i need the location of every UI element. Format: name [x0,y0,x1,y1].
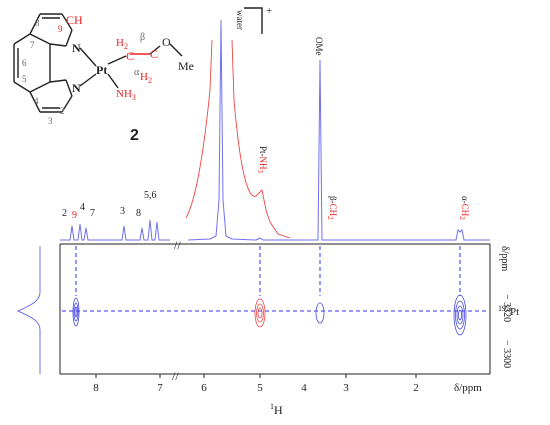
ring-number-5: 5 [22,74,27,84]
charge-sign: + [266,5,272,17]
x-axis-unit: δ/ppm [454,382,482,394]
hmqc-2d-plot [59,243,491,378]
peak-labels: water OMe Pt-NH3 β-CH2 α-CH2 2 9 4 7 3 8… [62,10,470,221]
cross-peak-pt-nh3 [254,298,266,328]
pt-projection-trace [16,246,41,374]
y-axis-labels: δ/ppm − 3320 − 3300 195Pt [498,246,519,368]
proton-spectrum [60,19,490,241]
ome-label: OMe [314,37,324,56]
ring-number-7: 7 [30,40,35,50]
arom-label-7: 7 [90,208,95,219]
x-tick-8: 8 [93,382,99,394]
ring-number-2: 2 [60,106,65,116]
x-tick-4: 4 [301,382,307,394]
ring-number-8: 8 [35,18,40,28]
ring-number-4: 4 [34,96,39,106]
x-tick-6: 6 [201,382,207,394]
zoomed-water-trace [185,39,291,239]
arom-label-2: 2 [62,208,67,219]
y-axis-title: 195Pt [498,304,519,318]
atom-n-top: N [72,41,81,55]
x-axis-labels: 8 7 6 5 4 3 2 δ/ppm 1H [93,382,482,417]
water-label: water [235,10,245,30]
x-tick-2: 2 [413,382,419,394]
y-tick-3300: − 3300 [501,340,512,368]
x-tick-7: 7 [157,382,163,394]
cross-peak-alpha [453,294,467,336]
x-axis-title: 1H [270,402,283,417]
y-axis-unit: δ/ppm [499,246,510,271]
alpha-ch2-label: α-CH2 [458,196,470,220]
axis-break-bottom: // [172,369,179,383]
ring-number-6: 6 [22,58,27,68]
structure-labels: N N Pt CH NH3 C C H2 H2 α β O Me + 2 8 9… [22,5,272,144]
h2-beta: H2 [140,71,152,85]
y-tick-3320: − 3320 [501,294,512,322]
x-ticks [95,374,417,378]
x-tick-3: 3 [343,382,349,394]
cross-peak-beta [315,302,325,324]
arom-label-9: 9 [72,210,77,221]
atom-c-beta: C [150,47,158,61]
atom-nh3: NH3 [116,88,136,102]
compound-number: 2 [130,127,139,144]
arom-label-4: 4 [80,202,85,213]
h2-alpha: H2 [116,37,128,51]
arom-label-8: 8 [136,208,141,219]
arom-label-3: 3 [120,206,125,217]
atom-n-bottom: N [72,81,81,95]
cross-peak-arom [72,297,80,327]
alpha-label: α [134,67,140,78]
spectrum-trace [60,19,490,241]
chemical-structure [13,7,263,113]
ring-number-9: 9 [58,24,63,34]
x-tick-5: 5 [257,382,263,394]
beta-label: β [140,32,145,43]
atom-me: Me [178,59,194,73]
axis-break-top: // [174,238,181,252]
atom-c-alpha: C [126,49,134,63]
atom-ch: CH [66,13,83,27]
atom-o: O [162,35,171,49]
pt-nh3-label: Pt-NH3 [256,146,268,174]
ring-number-3: 3 [48,116,53,126]
beta-ch2-label: β-CH2 [326,196,338,220]
arom-label-5-6: 5,6 [144,190,157,201]
atom-pt: Pt [96,63,107,77]
